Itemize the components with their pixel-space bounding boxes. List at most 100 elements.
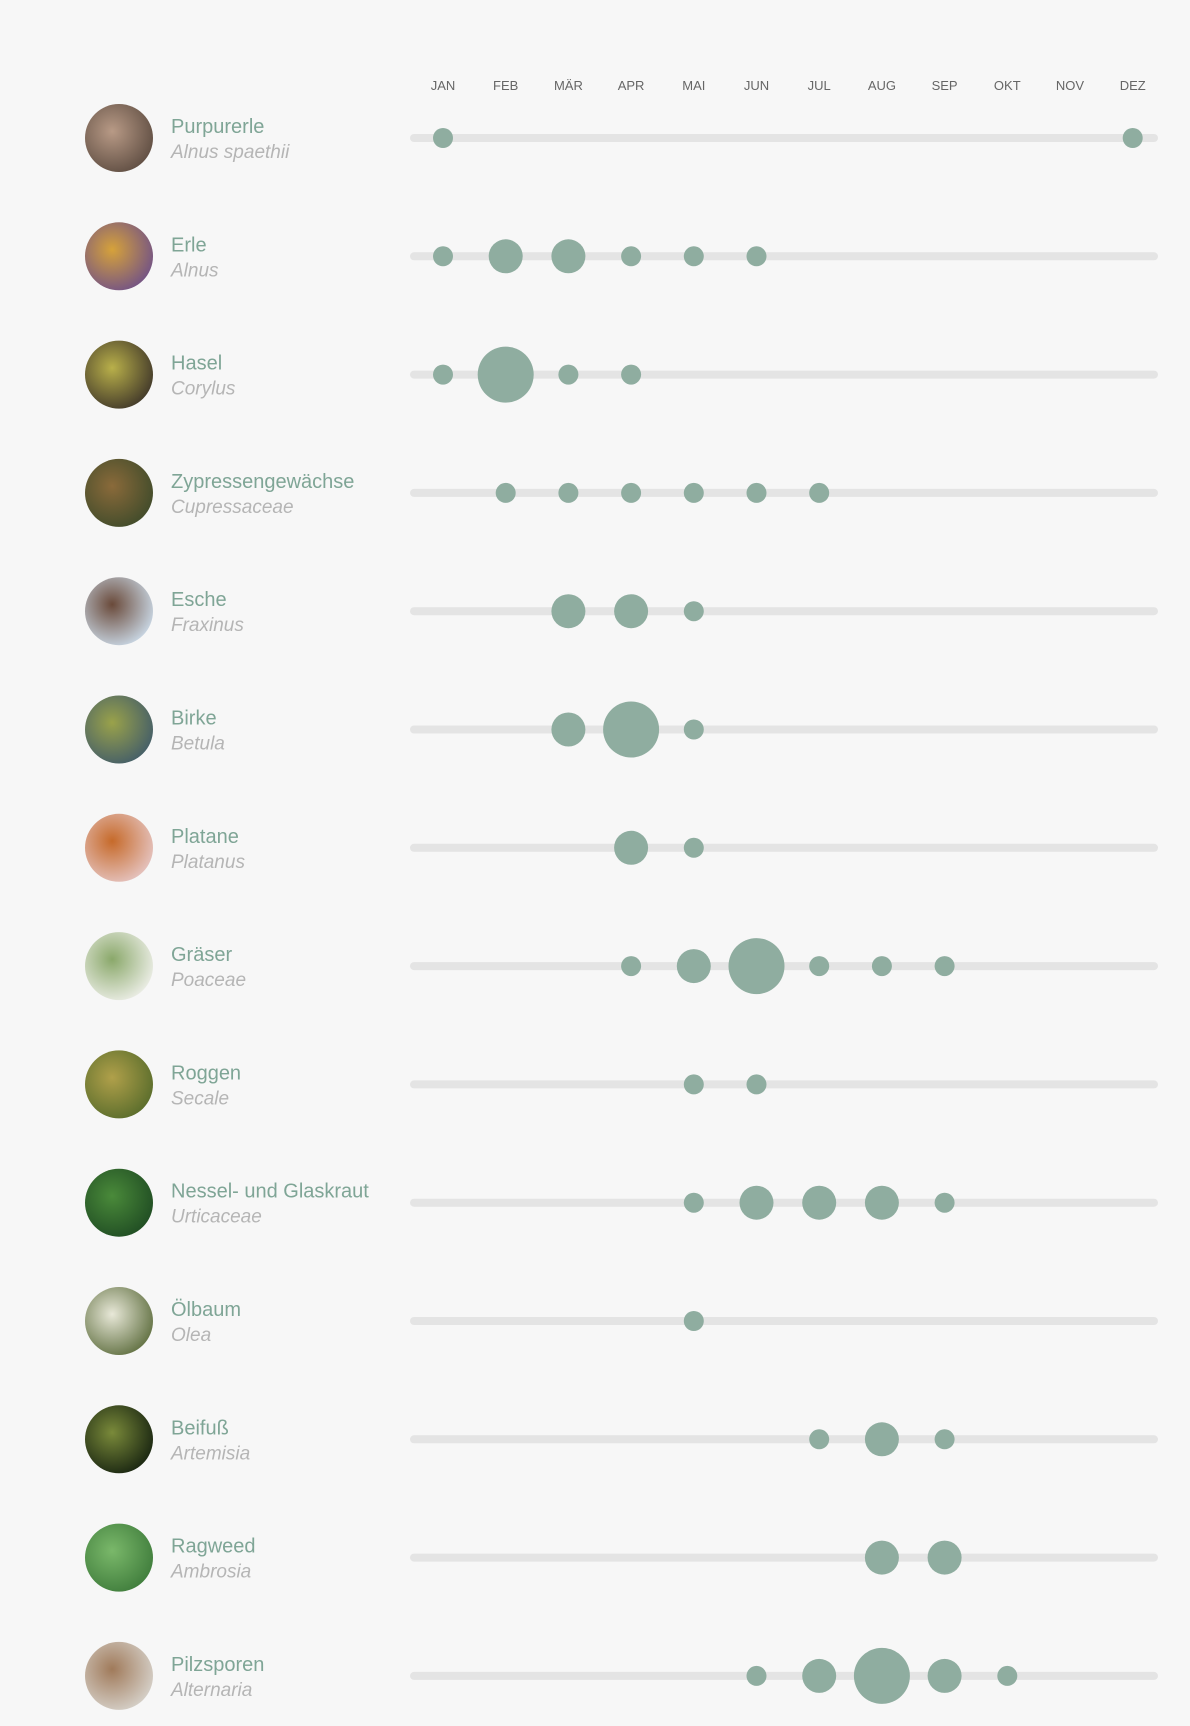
plant-name: Hasel	[171, 353, 222, 375]
season-track	[410, 134, 1158, 142]
pollen-dot	[477, 346, 534, 403]
pollen-dot	[551, 712, 586, 747]
nettle-icon	[85, 1168, 153, 1237]
pollen-dot	[934, 1429, 955, 1450]
season-track	[410, 1317, 1158, 1325]
plant-row: Platane Platanus	[85, 813, 1158, 882]
plant-name: Roggen	[171, 1062, 241, 1084]
pollen-dot	[433, 128, 453, 148]
plant-row: Esche Fraxinus	[85, 577, 1158, 646]
spores-icon	[85, 1641, 153, 1710]
plane-tree-icon	[85, 813, 153, 882]
plant-latin-name: Olea	[171, 1325, 211, 1346]
month-label-3: APR	[618, 78, 645, 93]
plant-name: Ragweed	[171, 1536, 256, 1558]
pollen-dot	[746, 482, 767, 503]
month-label-2: MÄR	[554, 78, 583, 93]
month-label-0: JAN	[431, 78, 456, 93]
plant-name: Gräser	[171, 944, 232, 966]
pollen-dot	[683, 601, 704, 622]
pollen-dot	[551, 594, 586, 629]
pollen-dot	[809, 482, 830, 503]
plant-row: Ragweed Ambrosia	[85, 1523, 1158, 1592]
cypress-icon	[85, 458, 153, 527]
season-track	[410, 1435, 1158, 1444]
pollen-dot	[864, 1540, 899, 1575]
season-track	[410, 370, 1158, 379]
pollen-dot	[802, 1658, 837, 1693]
plant-latin-name: Cupressaceae	[171, 497, 294, 518]
plant-latin-name: Betula	[171, 734, 225, 755]
pollen-dot	[488, 239, 523, 274]
grass-icon	[85, 932, 153, 1001]
plant-latin-name: Alternaria	[170, 1680, 252, 1701]
pollen-dot	[614, 830, 649, 865]
pollen-dot	[683, 1192, 704, 1213]
birch-icon	[85, 695, 153, 764]
pollen-dot	[927, 1540, 962, 1575]
pollen-dot	[621, 246, 642, 267]
pollen-dot	[934, 1192, 955, 1213]
plant-row: Beifuß Artemisia	[85, 1405, 1158, 1474]
pollen-dot	[809, 956, 830, 977]
pollen-dot	[676, 949, 711, 984]
plant-row: Zypressengewächse Cupressaceae	[85, 458, 1158, 527]
season-track	[410, 1553, 1158, 1562]
pollen-dot	[1122, 128, 1143, 148]
month-axis: JAN FEB MÄR APR MAI JUN JUL AUG SEP OKT NOV DEZ	[431, 78, 1146, 93]
mugwort-icon	[85, 1405, 153, 1474]
month-label-10: NOV	[1056, 78, 1085, 93]
hazel-icon	[85, 340, 153, 409]
pollen-dot	[746, 1665, 767, 1686]
pollen-dot	[683, 482, 704, 503]
month-label-6: JUL	[808, 78, 831, 93]
pollen-dot	[864, 1422, 899, 1457]
pollen-dot	[927, 1658, 962, 1693]
month-label-1: FEB	[493, 78, 518, 93]
season-track	[410, 488, 1158, 497]
pollen-dot	[621, 956, 642, 977]
plant-row: Ölbaum Olea	[85, 1287, 1158, 1355]
olive-icon	[85, 1287, 153, 1355]
plant-name: Beifuß	[171, 1417, 229, 1439]
pollen-dot	[621, 482, 642, 503]
pollen-dot	[558, 482, 579, 503]
pollen-dot	[683, 246, 704, 267]
plant-rows: Purpurerle Alnus spaethii Erle Alnus Hasel Co…	[85, 104, 1158, 1710]
plant-latin-name: Ambrosia	[170, 1562, 251, 1583]
pollen-dot	[746, 1074, 767, 1095]
plant-name: Birke	[171, 708, 217, 730]
pollen-dot	[603, 701, 660, 758]
pollen-dot	[433, 364, 453, 385]
pollen-dot	[551, 239, 586, 274]
plant-name: Pilzsporen	[171, 1654, 264, 1676]
pollen-dot	[683, 1074, 704, 1095]
plant-row: Pilzsporen Alternaria	[85, 1641, 1158, 1710]
season-track	[410, 607, 1158, 616]
pollen-dot	[853, 1647, 910, 1704]
season-track	[410, 252, 1158, 261]
plant-name: Zypressengewächse	[171, 471, 354, 493]
pollen-dot	[739, 1185, 774, 1220]
season-track	[410, 1198, 1158, 1207]
pollen-dot	[683, 1311, 704, 1331]
pollen-dot	[809, 1429, 830, 1450]
season-track	[410, 1671, 1158, 1680]
season-track	[410, 843, 1158, 852]
plant-latin-name: Alnus	[170, 260, 219, 281]
plant-row: Purpurerle Alnus spaethii	[85, 104, 1158, 172]
rye-icon	[85, 1050, 153, 1119]
pollen-dot	[683, 837, 704, 858]
alder-catkin-icon	[85, 104, 153, 172]
month-label-8: SEP	[932, 78, 958, 93]
pollen-dot	[558, 364, 579, 385]
pollen-dot	[683, 719, 704, 740]
month-label-4: MAI	[682, 78, 705, 93]
plant-latin-name: Secale	[171, 1088, 229, 1109]
season-track	[410, 1080, 1158, 1089]
pollen-dot	[728, 938, 785, 995]
pollen-dot	[495, 482, 516, 503]
pollen-dot	[934, 956, 955, 977]
pollen-dot	[997, 1665, 1018, 1686]
ragweed-icon	[85, 1523, 153, 1592]
